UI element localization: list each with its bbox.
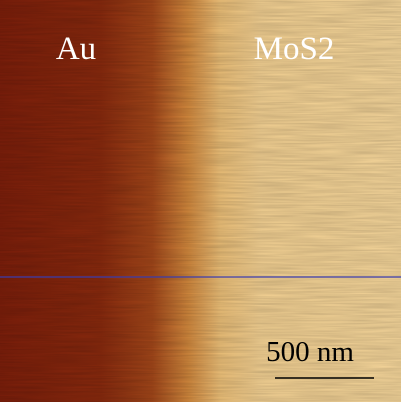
scale-bar-label: 500 nm [266,336,354,368]
left-label: Au [56,31,96,67]
right-label: MoS2 [254,31,335,67]
